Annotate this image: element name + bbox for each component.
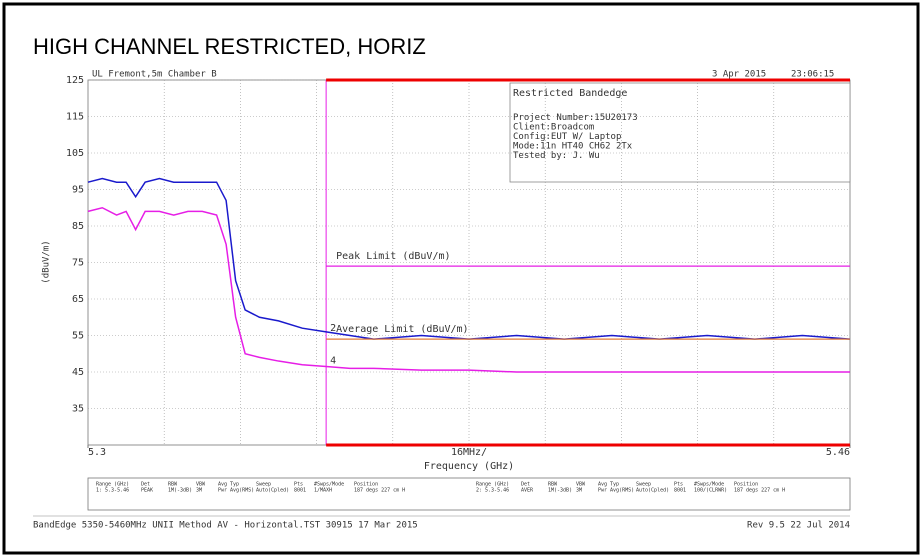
table-header: VBW [576, 482, 586, 488]
info-line: Client:Broadcom [513, 123, 594, 133]
footer-right: Rev 9.5 22 Jul 2014 [747, 521, 850, 531]
limit-label: Peak Limit (dBuV/m) [336, 251, 450, 262]
table-cell: 8001 [674, 488, 686, 494]
y-tick-label: 35 [72, 404, 84, 415]
table-header: Pts [674, 482, 683, 488]
table-header: Det [521, 482, 530, 488]
x-tick-label: 5.3 [88, 447, 106, 458]
table-cell: 3M [576, 488, 582, 494]
y-tick-label: 45 [72, 367, 84, 378]
table-cell: 3M [196, 488, 202, 494]
x-center-label: 16MHz/ [451, 447, 487, 458]
info-line: Tested by: J. Wu [513, 151, 600, 161]
table-cell: 2: 5.3-5.46 [476, 488, 509, 494]
table-header: Sweep [256, 482, 271, 488]
table-header: RBW [168, 482, 178, 488]
header-date: 3 Apr 2015 [712, 70, 766, 80]
table-header: VBW [196, 482, 206, 488]
table-header: RBW [548, 482, 558, 488]
table-cell: 100/(CLRWR) [694, 488, 727, 494]
table-cell: 1M(-3dB) [168, 488, 192, 494]
table-header: Avg Typ [218, 482, 239, 488]
table-cell: 187 degs 227 cm H [734, 488, 785, 494]
header-time: 23:06:15 [791, 70, 834, 80]
y-tick-label: 115 [66, 112, 84, 123]
info-line: Config:EUT W/ Laptop [513, 132, 621, 142]
y-tick-label: 85 [72, 221, 84, 232]
settings-table [87, 477, 851, 511]
info-line: Project Number:15U20173 [513, 113, 638, 123]
table-header: #Swps/Mode [694, 482, 724, 488]
table-cell: Auto(Cpled) [256, 488, 289, 494]
table-cell: 8001 [294, 488, 306, 494]
table-header: Avg Typ [598, 482, 619, 488]
y-tick-label: 65 [72, 294, 84, 305]
table-header: Range (GHz) [476, 482, 509, 488]
y-tick-label: 125 [66, 75, 84, 86]
table-cell: 1/MAXH [314, 488, 332, 494]
table-header: Det [141, 482, 150, 488]
table-cell: Pwr Avg(RMS) [218, 488, 254, 494]
table-cell: 187 degs 227 cm H [354, 488, 405, 494]
trace [87, 206, 850, 373]
marker-label: 4 [330, 356, 336, 367]
x-tick-label: 5.46 [826, 447, 850, 458]
table-cell: 1: 5.3-5.46 [96, 488, 129, 494]
info-line: Restricted Bandedge [513, 88, 627, 99]
limit-label: Average Limit (dBuV/m) [336, 324, 468, 335]
table-header: Position [354, 482, 378, 488]
y-tick-label: 75 [72, 258, 84, 269]
table-cell: AVER [521, 488, 534, 494]
y-tick-label: 95 [72, 185, 84, 196]
table-header: Sweep [636, 482, 651, 488]
trace [87, 177, 851, 340]
table-header: Pts [294, 482, 303, 488]
table-header: #Swps/Mode [314, 482, 344, 488]
table-header: Position [734, 482, 758, 488]
header-left: UL Fremont,5m Chamber B [92, 70, 217, 80]
x-axis-label: Frequency (GHz) [424, 461, 514, 472]
info-box [509, 82, 851, 183]
table-cell: PEAK [141, 488, 153, 494]
table-cell: 1M(-3dB) [548, 488, 572, 494]
y-tick-label: 105 [66, 148, 84, 159]
y-tick-label: 55 [72, 331, 84, 342]
table-header: Range (GHz) [96, 482, 129, 488]
marker-label: 2 [330, 323, 336, 334]
info-line: Mode:11n HT40 CH62 2Tx [513, 142, 633, 152]
footer-left: BandEdge 5350-5460MHz UNII Method AV - H… [33, 521, 418, 531]
table-cell: Pwr Avg(RMS) [598, 488, 634, 494]
chart-title: HIGH CHANNEL RESTRICTED, HORIZ [33, 34, 426, 59]
table-cell: Auto(Cpled) [636, 488, 669, 494]
y-axis-label: (dBuV/m) [42, 240, 52, 283]
